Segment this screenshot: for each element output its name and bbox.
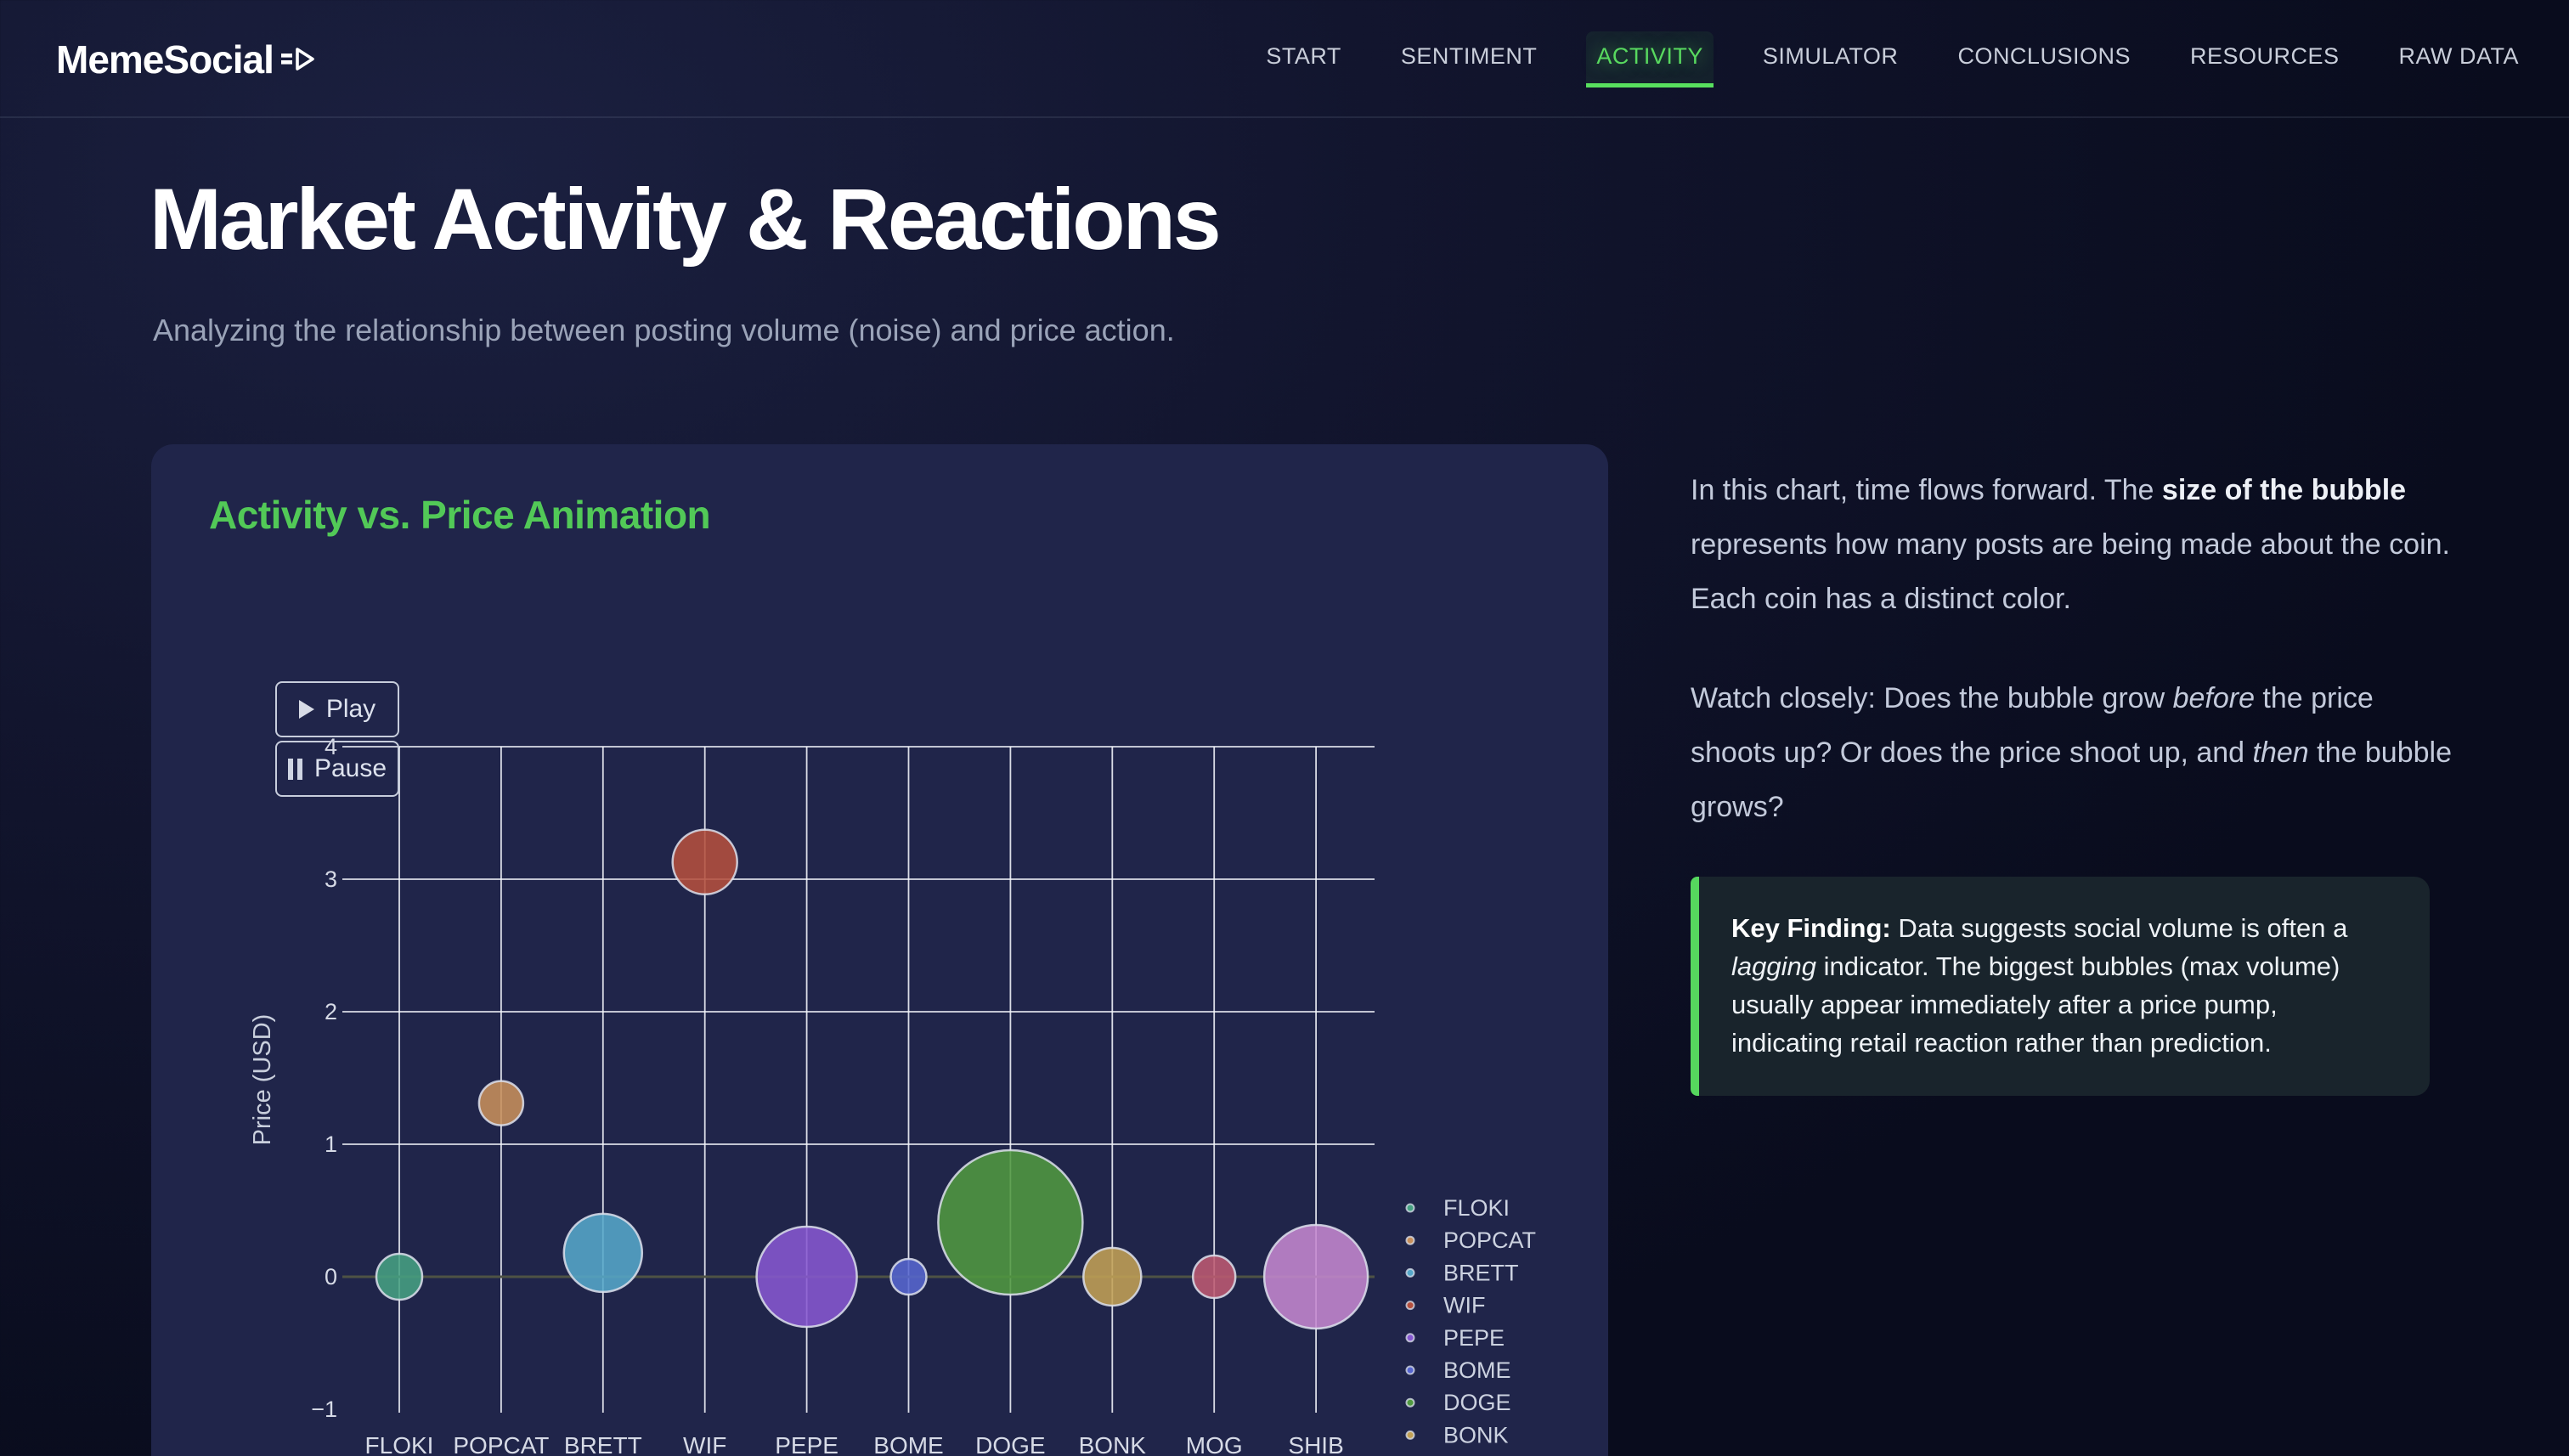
chart-title: Activity vs. Price Animation (209, 493, 711, 537)
nav-item-conclusions[interactable]: CONCLUSIONS (1957, 42, 2131, 69)
legend-label: BRETT (1443, 1260, 1519, 1285)
legend-label: BOME (1443, 1357, 1511, 1383)
x-axis-tick-labels: FLOKI POPCAT BRETT WIF PEPE BOME DOGE BONK MOG SH… (365, 1432, 1344, 1456)
bubble-shib[interactable] (1262, 1223, 1369, 1330)
legend-item-bonk[interactable]: BONK (1405, 1422, 1509, 1448)
chart-card: 4 3 2 1 0 −1 FLOKI POPCAT BRETT WIF PEPE BOME DOGE BO… (151, 444, 1608, 1456)
legend-item-popcat[interactable]: POPCAT (1405, 1227, 1537, 1253)
y-axis-title: Price (USD) (249, 1014, 276, 1146)
legend-label: PEPE (1443, 1325, 1505, 1351)
legend-label: WIF (1443, 1293, 1485, 1318)
activity-price-bubble-chart: 4 3 2 1 0 −1 FLOKI POPCAT BRETT WIF PEPE BOME DOGE BO… (249, 734, 1537, 1456)
explainer-paragraph-2: Watch closely: Does the bubble grow befo… (1691, 682, 2452, 823)
logo[interactable]: MemeSocial (56, 0, 318, 118)
svg-text:POPCAT: POPCAT (453, 1432, 549, 1456)
horizontal-gridlines (342, 746, 1375, 1278)
svg-text:2: 2 (325, 999, 337, 1024)
svg-text:FLOKI: FLOKI (365, 1432, 434, 1456)
legend-dot-bonk (1405, 1430, 1415, 1440)
legend-dot-pepe (1405, 1333, 1415, 1343)
svg-text:1: 1 (325, 1132, 337, 1157)
bubble-brett[interactable] (562, 1212, 644, 1294)
play-button[interactable]: Play (275, 681, 399, 737)
nav-item-start[interactable]: START (1266, 42, 1341, 69)
page-title: Market Activity & Reactions (150, 171, 1222, 268)
svg-text:−1: −1 (311, 1397, 337, 1422)
legend-dot-brett (1405, 1267, 1415, 1278)
play-button-label: Play (325, 695, 376, 723)
legend-label: MOG (1443, 1455, 1499, 1456)
legend-label: POPCAT (1443, 1227, 1536, 1253)
pause-button-label: Pause (313, 754, 387, 782)
bubble-popcat[interactable] (477, 1080, 525, 1126)
legend-label: BONK (1443, 1422, 1509, 1448)
key-finding-label: Key Finding: (1731, 913, 1891, 943)
logo-text: MemeSocial (56, 37, 274, 82)
bubble-bonk[interactable] (1082, 1246, 1143, 1307)
legend-label: DOGE (1443, 1390, 1511, 1415)
pause-button[interactable]: Pause (275, 741, 399, 797)
svg-text:PEPE: PEPE (775, 1432, 838, 1456)
bubble-mog[interactable] (1191, 1254, 1237, 1300)
bubble-series (375, 828, 1369, 1330)
explainer-column: In this chart, time flows forward. The s… (1691, 463, 2459, 1096)
svg-text:4: 4 (325, 734, 337, 759)
svg-text:0: 0 (325, 1264, 337, 1290)
nav-item-activity[interactable]: ACTIVITY (1586, 31, 1714, 87)
legend-dot-bome (1405, 1365, 1415, 1375)
top-navbar: MemeSocial START SENTIMENT ACTIVITY SIMU… (0, 0, 2569, 118)
key-finding-callout: Key Finding: Data suggests social volume… (1691, 877, 2430, 1096)
svg-text:DOGE: DOGE (975, 1432, 1045, 1456)
legend-item-mog[interactable]: MOG (1407, 1455, 1499, 1456)
chart-legend: FLOKIPOPCATBRETTWIFPEPEBOMEDOGEBONKMOGSH… (1405, 1195, 1537, 1456)
nav-list: START SENTIMENT ACTIVITY SIMULATOR CONCL… (1256, 0, 2529, 118)
nav-item-simulator[interactable]: SIMULATOR (1762, 42, 1899, 69)
legend-dot-floki (1405, 1203, 1415, 1213)
svg-text:SHIB: SHIB (1288, 1432, 1343, 1456)
svg-text:MOG: MOG (1186, 1432, 1243, 1456)
explainer-paragraph-1: In this chart, time flows forward. The s… (1691, 474, 2450, 615)
nav-item-sentiment[interactable]: SENTIMENT (1400, 42, 1538, 69)
legend-dot-doge (1405, 1397, 1415, 1408)
svg-text:WIF: WIF (683, 1432, 726, 1456)
nav-item-raw-data[interactable]: RAW DATA (2398, 42, 2519, 69)
svg-text:BOME: BOME (873, 1432, 943, 1456)
bubble-wif[interactable] (671, 828, 738, 895)
svg-text:BONK: BONK (1079, 1432, 1147, 1456)
nav-item-resources[interactable]: RESOURCES (2189, 42, 2340, 69)
legend-item-doge[interactable]: DOGE (1405, 1390, 1511, 1415)
legend-dot-wif (1405, 1301, 1415, 1311)
legend-item-wif[interactable]: WIF (1405, 1293, 1486, 1318)
bubble-floki[interactable] (375, 1252, 424, 1301)
legend-dot-popcat (1405, 1235, 1415, 1245)
y-axis-tick-labels: 4 3 2 1 0 −1 (311, 734, 337, 1422)
play-icon (298, 700, 314, 719)
legend-label: FLOKI (1443, 1195, 1510, 1221)
legend-item-pepe[interactable]: PEPE (1405, 1325, 1505, 1351)
bubble-bome[interactable] (889, 1257, 928, 1296)
legend-item-floki[interactable]: FLOKI (1405, 1195, 1510, 1221)
vertical-gridlines (398, 747, 1317, 1413)
bubble-doge[interactable] (937, 1148, 1084, 1296)
fast-forward-icon (280, 42, 318, 76)
svg-text:BRETT: BRETT (564, 1432, 642, 1456)
bubble-pepe[interactable] (755, 1225, 858, 1329)
page-subtitle: Analyzing the relationship between posti… (153, 313, 1175, 347)
legend-item-bome[interactable]: BOME (1405, 1357, 1511, 1383)
pause-icon (287, 758, 302, 780)
svg-text:3: 3 (325, 866, 337, 892)
legend-item-brett[interactable]: BRETT (1405, 1260, 1519, 1285)
